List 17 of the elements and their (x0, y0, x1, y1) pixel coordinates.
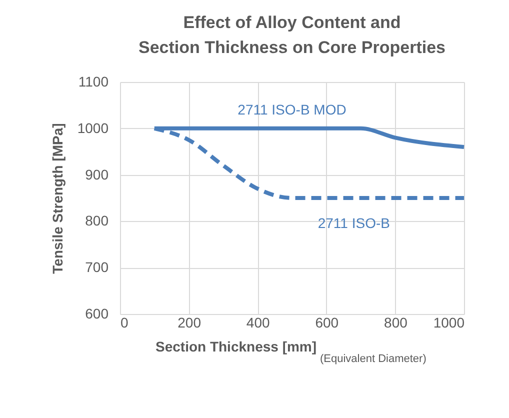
x-tick-label: 400 (246, 314, 270, 330)
x-axis-title: Section Thickness [mm] (156, 338, 317, 354)
series-label: 2711 ISO-B MOD (238, 101, 346, 118)
y-tick-label: 1100 (78, 74, 109, 90)
y-axis-title: Tensile Strength [MPa] (49, 123, 66, 274)
x-tick-label: 1000 (433, 314, 465, 330)
x-tick-label: 800 (384, 314, 408, 330)
x-tick-label: 0 (120, 314, 128, 330)
x-tick-label: 200 (178, 314, 202, 330)
y-tick-label: 900 (85, 166, 109, 182)
text: (Equivalent Diameter) (320, 353, 426, 365)
chart-title: Effect of Alloy Content and Section Thickness on Core Properties (138, 13, 446, 57)
x-tick-label: 600 (315, 314, 339, 330)
y-tick-label: 800 (85, 212, 109, 229)
series-label: 2711 ISO-B (318, 215, 390, 231)
y-tick-label: 1000 (77, 120, 109, 136)
y-tick-label: 700 (85, 259, 109, 276)
